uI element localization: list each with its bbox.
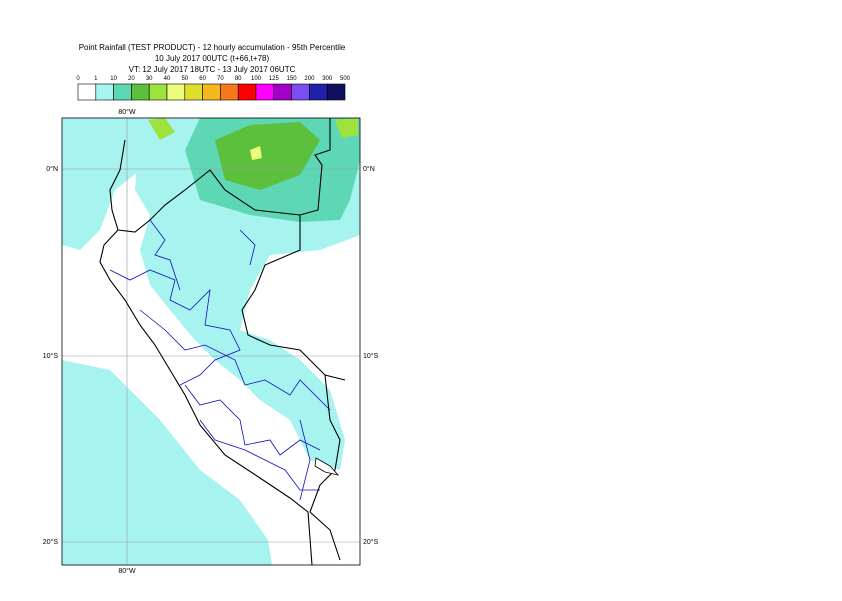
legend-label: 150 [287, 76, 298, 82]
legend-swatch [237, 83, 257, 101]
lat-label: 20°S [363, 538, 379, 546]
legend-swatch [166, 83, 186, 101]
legend-label: 1 [94, 76, 98, 82]
legend-swatch [184, 83, 203, 101]
legend-swatch [326, 83, 346, 101]
legend-label: 125 [269, 76, 280, 82]
legend-label: 50 [181, 76, 188, 82]
lon-label: 80°W [118, 567, 136, 575]
map [62, 118, 360, 565]
legend-swatch [202, 83, 221, 101]
valid-time: VT: 12 July 2017 18UTC - 13 July 2017 06… [129, 65, 296, 74]
legend: 0 1 10 20 30 40 50 60 70 80 100 125 150 200 300 500 [76, 76, 351, 101]
legend-swatch [220, 83, 239, 101]
lat-label: 0°N [363, 165, 375, 173]
legend-label: 40 [164, 76, 171, 82]
legend-swatch [148, 83, 168, 101]
lon-label: 80°W [118, 108, 136, 116]
title: Point Rainfall (TEST PRODUCT) - 12 hourl… [79, 43, 346, 52]
legend-label: 10 [110, 76, 117, 82]
legend-label: 20 [128, 76, 135, 82]
legend-swatch [95, 83, 114, 101]
legend-swatch [113, 83, 132, 101]
lat-label: 10°S [363, 352, 379, 360]
legend-swatch [255, 83, 275, 101]
legend-label: 100 [251, 76, 262, 82]
legend-label: 200 [304, 76, 315, 82]
legend-label: 70 [217, 76, 224, 82]
legend-swatch [309, 83, 328, 101]
legend-swatch [131, 83, 150, 101]
legend-label: 30 [146, 76, 153, 82]
legend-label: 60 [199, 76, 206, 82]
legend-label: 300 [322, 76, 333, 82]
base-time: 10 July 2017 00UTC (t+66,t+78) [155, 54, 270, 63]
map-frame [61, 117, 361, 566]
lat-label: 20°S [43, 538, 59, 546]
legend-label: 500 [340, 76, 351, 82]
legend-swatch [77, 83, 97, 101]
lat-label: 0°N [46, 165, 58, 173]
legend-label: 80 [235, 76, 242, 82]
lat-label: 10°S [43, 352, 59, 360]
legend-swatch [291, 83, 310, 101]
legend-swatch [273, 83, 292, 101]
legend-label: 0 [76, 76, 80, 82]
